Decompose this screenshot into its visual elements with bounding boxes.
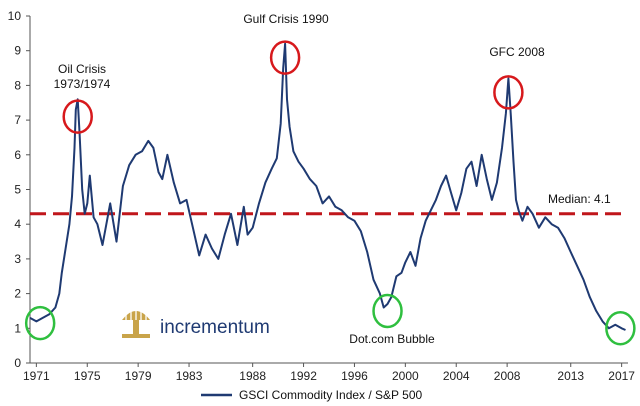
median-group: Median: 4.1: [30, 192, 628, 216]
logo-mark-trunk: [133, 320, 139, 335]
y-tick-label: 4: [14, 217, 21, 231]
y-tick-label: 10: [8, 9, 22, 23]
annotation-circle: [372, 293, 403, 329]
x-tick-label: 2000: [392, 369, 419, 383]
y-tick-label: 6: [14, 148, 21, 162]
annotation-label: 1973/1974: [54, 77, 111, 91]
x-tick-label: 2008: [494, 369, 521, 383]
legend: GSCI Commodity Index / S&P 500: [201, 388, 423, 402]
annotation-label: Oil Crisis: [58, 62, 106, 76]
x-tick-label: 2017: [608, 369, 635, 383]
logo-text: incrementum: [160, 317, 270, 338]
y-tick-label: 1: [14, 321, 21, 335]
annotation-circle: [62, 99, 93, 134]
x-tick-label: 1975: [74, 369, 101, 383]
annotation-label: Gulf Crisis 1990: [243, 12, 329, 26]
x-tick-label: 1971: [23, 369, 50, 383]
x-tick-label: 1979: [125, 369, 152, 383]
x-tick-label: 1996: [341, 369, 368, 383]
y-tick-label: 2: [14, 287, 21, 301]
y-tick-label: 9: [14, 44, 21, 58]
x-tick-label: 1983: [176, 369, 203, 383]
x-tick-label: 2013: [557, 369, 584, 383]
annotation-circle: [493, 75, 524, 110]
logo: incrementum: [122, 310, 270, 338]
series-line: [29, 42, 626, 331]
y-tick-label: 0: [14, 356, 21, 370]
series-group: [29, 42, 626, 331]
annotation-label: GFC 2008: [489, 45, 545, 59]
median-label: Median: 4.1: [548, 192, 611, 206]
annotation-circle: [605, 311, 636, 346]
x-tick-label: 1988: [239, 369, 266, 383]
annotation-circle: [24, 305, 56, 341]
y-tick-label: 7: [14, 113, 21, 127]
logo-mark-base: [122, 334, 150, 338]
y-tick-label: 3: [14, 252, 21, 266]
axes: 0 1 2 3 4 5 6 7 8 9 10 1971 1975 1979 1983 1988 1992 1996…: [8, 9, 636, 383]
x-tick-label: 1992: [290, 369, 317, 383]
annotation-label: Dot.com Bubble: [349, 332, 435, 346]
legend-label: GSCI Commodity Index / S&P 500: [239, 388, 423, 402]
y-tick-label: 5: [14, 183, 21, 197]
y-tick-label: 8: [14, 78, 21, 92]
annotation-circle: [269, 40, 301, 75]
x-tick-label: 2004: [443, 369, 470, 383]
